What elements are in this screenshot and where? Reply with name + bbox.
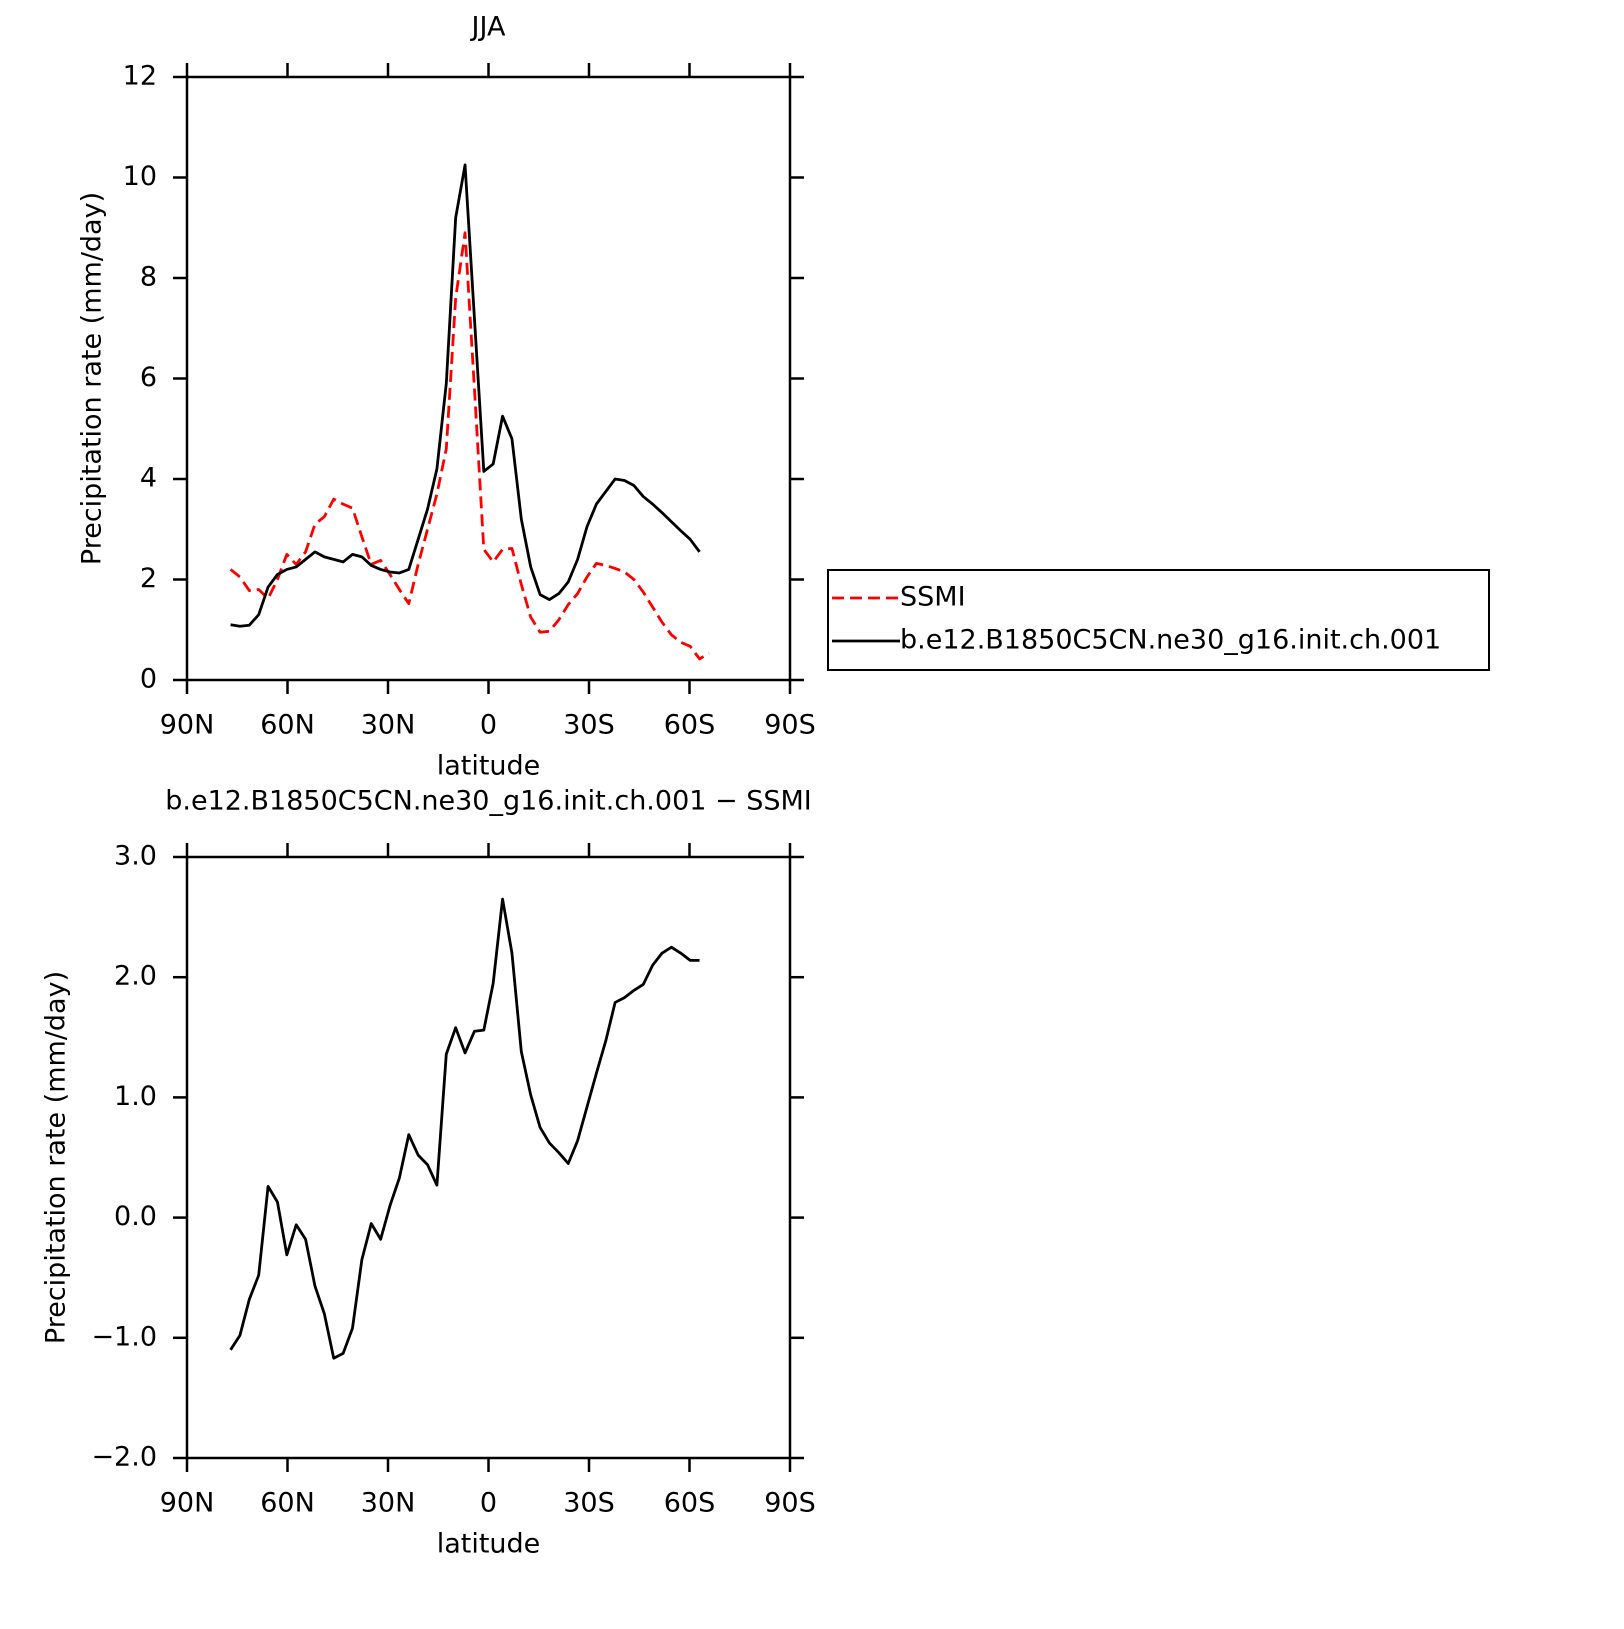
- y-tick-label: 12: [123, 61, 157, 92]
- plot-frame: [185, 75, 792, 682]
- x-tick-label: 0: [480, 710, 497, 741]
- y-tick-label: −2.0: [91, 1442, 157, 1473]
- x-tick-label: 30S: [563, 1488, 615, 1519]
- y-tick-label: 0: [140, 664, 157, 695]
- x-tick-label: 30N: [361, 1488, 416, 1519]
- x-tick-label: 90N: [160, 1488, 215, 1519]
- chart-title: JJA: [470, 12, 506, 43]
- y-tick-label: 10: [123, 161, 157, 192]
- data-line: [229, 897, 700, 1360]
- x-axis-label: latitude: [437, 751, 541, 782]
- x-tick-label: 30N: [361, 710, 416, 741]
- plot-frame: [185, 855, 792, 1460]
- x-tick-label: 90S: [764, 1488, 816, 1519]
- legend-label: b.e12.B1850C5CN.ne30_g16.init.ch.001: [900, 625, 1441, 656]
- y-tick-label: 3.0: [114, 841, 157, 872]
- x-tick-label: 0: [480, 1488, 497, 1519]
- data-line: [229, 231, 710, 661]
- x-tick-label: 30S: [563, 710, 615, 741]
- x-tick-label: 90S: [764, 710, 816, 741]
- y-tick-label: 1.0: [114, 1081, 157, 1112]
- chart-title: b.e12.B1850C5CN.ne30_g16.init.ch.001 − S…: [165, 786, 812, 817]
- y-axis-label: Precipitation rate (mm/day): [77, 192, 108, 565]
- y-tick-label: 2.0: [114, 961, 157, 992]
- y-axis-label: Precipitation rate (mm/day): [41, 971, 72, 1344]
- y-tick-label: 8: [140, 262, 157, 293]
- x-tick-label: 60S: [664, 1488, 716, 1519]
- x-tick-label: 60S: [664, 710, 716, 741]
- y-tick-label: 4: [140, 463, 157, 494]
- legend-label: SSMI: [900, 582, 966, 613]
- x-tick-label: 90N: [160, 710, 215, 741]
- legend-box: [827, 569, 1490, 671]
- y-tick-label: 0.0: [114, 1201, 157, 1232]
- y-tick-label: 6: [140, 362, 157, 393]
- data-line: [230, 163, 701, 628]
- x-tick-label: 60N: [260, 1488, 315, 1519]
- x-tick-label: 60N: [260, 710, 315, 741]
- y-tick-label: 2: [140, 563, 157, 594]
- x-axis-label: latitude: [437, 1529, 541, 1560]
- y-tick-label: −1.0: [91, 1321, 157, 1352]
